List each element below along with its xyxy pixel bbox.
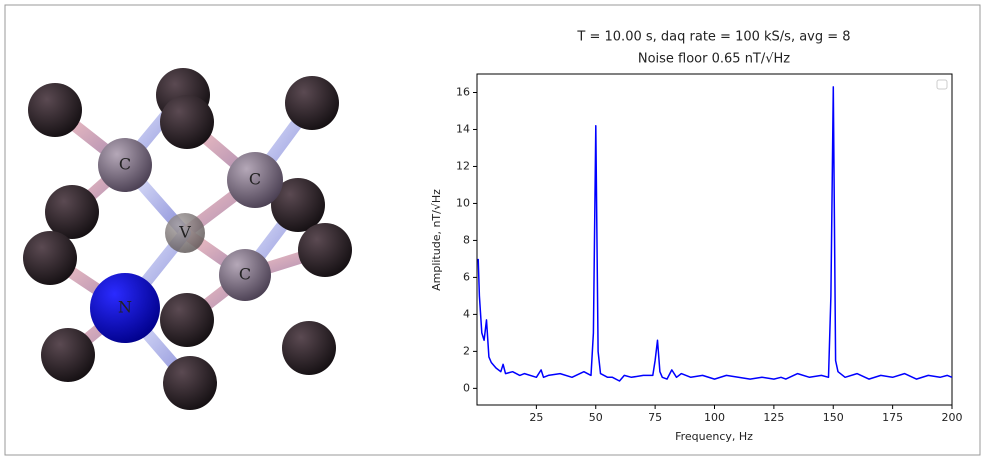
data-line (477, 86, 953, 382)
x-tick-label: 175 (882, 411, 903, 424)
atom-label: C (239, 265, 251, 284)
host-atom (23, 231, 77, 285)
plot-area (476, 73, 953, 406)
y-tick-label: 14 (456, 122, 470, 135)
atom-label: C (249, 170, 261, 189)
host-atom (282, 321, 336, 375)
atom-label: V (178, 223, 191, 242)
chart: T = 10.00 s, daq rate = 100 kS/s, avg = … (430, 30, 963, 444)
x-tick-label: 100 (704, 411, 725, 424)
molecule: C C V C N (23, 68, 352, 410)
y-tick-label: 16 (456, 85, 470, 98)
x-axis-label: Frequency, Hz (675, 430, 753, 443)
x-tick-label: 75 (648, 411, 662, 424)
chart-title: T = 10.00 s, daq rate = 100 kS/s, avg = … (576, 30, 850, 45)
host-atom (160, 95, 214, 149)
host-atom (298, 223, 352, 277)
atom (98, 138, 152, 192)
atom (165, 213, 205, 253)
host-atom (45, 185, 99, 239)
y-tick-label: 6 (463, 270, 470, 283)
y-tick-label: 12 (456, 159, 470, 172)
legend-box (936, 79, 948, 90)
y-tick-label: 4 (463, 307, 470, 320)
atom (90, 273, 160, 343)
host-atom (41, 328, 95, 382)
chart-subtitle: Noise floor 0.65 nT/√Hz (638, 52, 790, 67)
y-tick-label: 2 (463, 344, 470, 357)
x-tick-label: 125 (763, 411, 784, 424)
host-atom (28, 83, 82, 137)
atom (227, 152, 283, 208)
y-tick-label: 0 (463, 381, 470, 394)
host-atom (271, 178, 325, 232)
atom-label: C (119, 155, 131, 174)
host-atom (160, 293, 214, 347)
x-tick-label: 25 (529, 411, 543, 424)
host-atom (163, 356, 217, 410)
host-atom (285, 76, 339, 130)
x-tick-label: 50 (589, 411, 603, 424)
y-tick-label: 10 (456, 196, 470, 209)
x-tick-label: 150 (823, 411, 844, 424)
y-tick-label: 8 (463, 233, 470, 246)
atom (219, 249, 271, 301)
x-tick-label: 200 (942, 411, 963, 424)
y-axis-label: Amplitude, nT/√Hz (430, 189, 443, 291)
atom-label: N (118, 298, 132, 317)
